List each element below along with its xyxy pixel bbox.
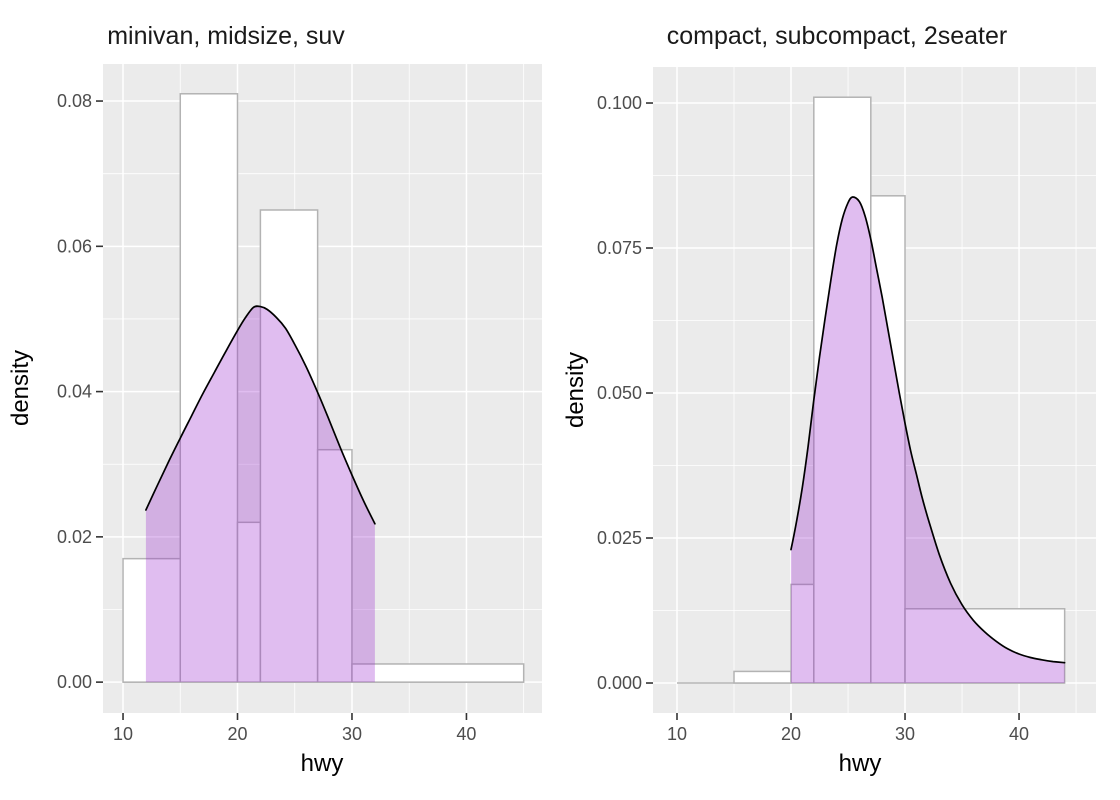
x-tick-label: 20 — [227, 724, 247, 744]
left-x-axis-title: hwy — [300, 750, 344, 777]
left-chart-title: minivan, midsize, suv — [107, 22, 345, 50]
y-tick-label: 0.000 — [597, 673, 642, 693]
histogram-bar — [259, 209, 319, 683]
histogram-bar — [733, 670, 792, 684]
x-tick-label: 40 — [456, 724, 476, 744]
histogram-bar — [904, 608, 1066, 684]
left-y-axis-title: density — [7, 349, 34, 427]
x-tick-label: 40 — [1009, 724, 1029, 744]
histogram-bar — [813, 96, 872, 684]
histogram-bar — [316, 448, 353, 683]
right-y-axis-title: density — [562, 351, 589, 429]
histogram-bar — [351, 663, 525, 683]
density-area — [145, 306, 375, 683]
y-tick-label: 0.00 — [57, 672, 92, 692]
y-tick-label: 0.050 — [597, 383, 642, 403]
right-chart-title: compact, subcompact, 2seater — [666, 22, 1008, 50]
y-tick-label: 0.100 — [597, 93, 642, 113]
y-tick-label: 0.075 — [597, 238, 642, 258]
histogram-bar — [179, 93, 239, 683]
y-tick-label: 0.08 — [57, 91, 92, 111]
x-tick-label: 10 — [667, 724, 687, 744]
y-tick-label: 0.02 — [57, 527, 92, 547]
x-tick-label: 30 — [342, 724, 362, 744]
x-tick-label: 20 — [781, 724, 801, 744]
x-tick-label: 30 — [895, 724, 915, 744]
histogram-bar — [870, 195, 906, 684]
density-curve — [790, 196, 1066, 664]
x-tick-label: 10 — [113, 724, 133, 744]
y-tick-label: 0.025 — [597, 528, 642, 548]
right-x-axis-title: hwy — [838, 750, 882, 777]
y-tick-label: 0.04 — [57, 382, 92, 402]
density-area — [791, 196, 1065, 683]
density-curve — [145, 305, 376, 525]
y-tick-label: 0.06 — [57, 236, 92, 256]
